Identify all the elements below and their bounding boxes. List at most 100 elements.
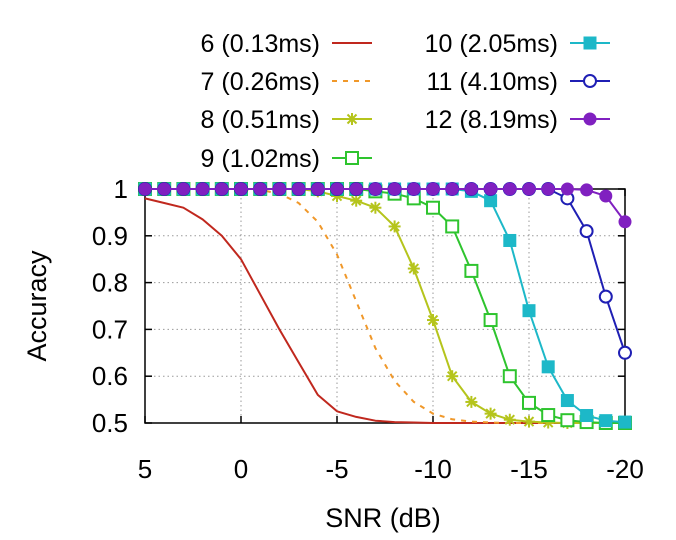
point-marker — [445, 182, 459, 196]
legend-label: 6 (0.13ms) — [201, 30, 320, 58]
series-3 — [139, 183, 631, 429]
x-tick-label: 0 — [234, 454, 248, 484]
point-marker — [426, 182, 440, 196]
point-marker — [598, 289, 613, 304]
legend-entry-4: 9 (1.02ms) — [201, 145, 372, 173]
point-marker — [465, 395, 478, 408]
y-tick-label: 0.9 — [92, 221, 128, 251]
point-marker — [292, 182, 306, 196]
series-line — [145, 188, 626, 424]
point-marker — [388, 182, 402, 196]
point-marker — [350, 194, 363, 207]
point-marker — [503, 233, 517, 247]
series-4 — [138, 182, 632, 430]
x-tick-label: -15 — [510, 454, 548, 484]
point-marker — [157, 182, 171, 196]
y-tick-label: 1 — [114, 174, 128, 204]
legend-entry-7: 12 (8.19ms) — [425, 106, 610, 134]
series-line — [144, 197, 625, 424]
point-marker — [502, 369, 517, 384]
point-marker — [583, 36, 597, 50]
point-marker — [369, 201, 382, 214]
point-marker — [330, 182, 344, 196]
point-marker — [484, 407, 497, 420]
point-marker — [349, 182, 363, 196]
legend-label: 11 (4.10ms) — [426, 68, 558, 96]
legend: 6 (0.13ms) 7 (0.26ms) 8 (0.51ms) 9 (1.02ms)… — [201, 30, 610, 173]
point-marker — [484, 194, 498, 208]
x-tick-label: -10 — [414, 454, 452, 484]
legend-label: 7 (0.26ms) — [201, 68, 320, 96]
legend-label: 8 (0.51ms) — [201, 106, 320, 134]
legend-entry-6: 11 (4.10ms) — [426, 68, 610, 96]
point-marker — [599, 414, 613, 428]
point-marker — [560, 413, 575, 428]
series-5 — [138, 182, 632, 429]
point-marker — [503, 413, 516, 426]
series-line — [145, 188, 626, 354]
point-marker — [345, 151, 359, 165]
point-marker — [138, 182, 152, 196]
point-marker — [503, 182, 517, 196]
axis-ticks: 5 0 -5 -10 -15 -20 0.5 0.6 0.7 0.8 0.9 1 — [92, 174, 644, 484]
series-line — [145, 188, 625, 424]
point-marker — [541, 360, 555, 374]
legend-label: 10 (2.05ms) — [425, 30, 558, 58]
point-marker — [446, 370, 459, 383]
point-marker — [407, 182, 421, 196]
point-marker — [599, 189, 613, 203]
point-marker — [522, 395, 536, 410]
point-marker — [560, 394, 574, 408]
series-2 — [145, 188, 625, 424]
y-tick-label: 0.6 — [92, 361, 128, 391]
y-axis-label: Accuracy — [22, 250, 52, 362]
legend-entry-1: 6 (0.13ms) — [201, 30, 372, 58]
point-marker — [445, 219, 460, 234]
plot-frame — [144, 188, 626, 424]
point-marker — [464, 263, 479, 278]
point-marker — [426, 200, 440, 215]
legend-entry-2: 7 (0.26ms) — [201, 68, 372, 96]
point-marker — [522, 304, 536, 318]
y-tick-label: 0.7 — [92, 314, 128, 344]
point-marker — [560, 182, 574, 196]
x-axis-label: SNR (dB) — [325, 503, 441, 533]
legend-label: 9 (1.02ms) — [201, 145, 320, 173]
y-tick-label: 0.8 — [92, 268, 128, 298]
point-marker — [234, 182, 248, 196]
series-7 — [138, 182, 632, 229]
point-marker — [176, 182, 190, 196]
legend-entry-5: 10 (2.05ms) — [425, 30, 610, 58]
point-marker — [618, 345, 632, 360]
legend-label: 12 (8.19ms) — [425, 106, 558, 134]
point-marker — [579, 224, 594, 239]
point-marker — [541, 182, 555, 196]
point-marker — [618, 415, 632, 429]
point-marker — [388, 220, 401, 233]
point-marker — [541, 408, 556, 423]
point-marker — [346, 113, 358, 125]
point-marker — [253, 182, 267, 196]
series-layer — [138, 182, 632, 430]
point-marker — [523, 415, 535, 428]
x-tick-label: 5 — [138, 454, 152, 484]
point-marker — [583, 112, 597, 126]
point-marker — [196, 182, 210, 196]
point-marker — [484, 182, 498, 196]
point-marker — [483, 313, 498, 328]
point-marker — [464, 182, 478, 196]
point-marker — [311, 182, 325, 196]
point-marker — [583, 74, 597, 88]
point-marker — [407, 262, 420, 275]
x-tick-label: -20 — [606, 454, 644, 484]
series-6 — [138, 182, 632, 360]
legend-entry-3: 8 (0.51ms) — [201, 106, 372, 134]
series-line — [145, 188, 625, 424]
point-marker — [427, 314, 439, 327]
point-marker — [272, 182, 286, 196]
point-marker — [580, 183, 594, 197]
y-tick-label: 0.5 — [92, 408, 128, 438]
point-marker — [368, 182, 382, 196]
series-line — [145, 188, 625, 424]
